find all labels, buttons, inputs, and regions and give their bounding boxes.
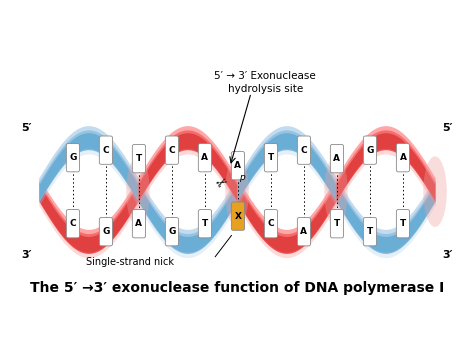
FancyBboxPatch shape [198, 143, 211, 172]
FancyBboxPatch shape [330, 209, 344, 238]
Ellipse shape [324, 156, 348, 227]
Text: hydrolysis site: hydrolysis site [228, 84, 303, 94]
FancyBboxPatch shape [165, 218, 179, 246]
Text: A: A [201, 153, 209, 162]
Text: T: T [367, 227, 373, 236]
Text: A: A [235, 161, 241, 170]
Text: A: A [333, 154, 340, 163]
FancyBboxPatch shape [100, 218, 112, 246]
FancyBboxPatch shape [330, 144, 344, 173]
Ellipse shape [225, 156, 249, 227]
FancyBboxPatch shape [66, 143, 80, 172]
Text: A: A [136, 219, 142, 228]
FancyBboxPatch shape [297, 136, 310, 164]
Ellipse shape [423, 156, 447, 227]
Text: 3′: 3′ [442, 250, 453, 260]
Text: G: G [69, 153, 77, 162]
FancyBboxPatch shape [396, 209, 410, 238]
FancyBboxPatch shape [364, 218, 376, 246]
FancyBboxPatch shape [297, 218, 310, 246]
FancyBboxPatch shape [264, 209, 278, 238]
Text: G: G [168, 227, 176, 236]
FancyBboxPatch shape [100, 136, 112, 164]
Text: G: G [366, 146, 374, 155]
Text: T: T [400, 219, 406, 228]
Text: G: G [102, 227, 109, 236]
Text: T: T [334, 219, 340, 228]
FancyBboxPatch shape [198, 209, 211, 238]
Text: C: C [70, 219, 76, 228]
Text: 3′: 3′ [21, 250, 32, 260]
Text: T: T [202, 219, 208, 228]
FancyBboxPatch shape [231, 202, 245, 230]
Text: p: p [239, 173, 245, 182]
FancyBboxPatch shape [165, 136, 179, 164]
FancyBboxPatch shape [364, 136, 376, 164]
Text: X: X [235, 212, 241, 221]
Text: ✂: ✂ [214, 174, 231, 192]
FancyBboxPatch shape [132, 144, 146, 173]
Text: 5′: 5′ [442, 123, 453, 133]
FancyBboxPatch shape [66, 209, 80, 238]
Text: T: T [268, 153, 274, 162]
FancyBboxPatch shape [264, 143, 278, 172]
Text: Single-strand nick: Single-strand nick [86, 257, 174, 267]
Text: T: T [136, 154, 142, 163]
Text: C: C [102, 146, 109, 155]
FancyBboxPatch shape [396, 143, 410, 172]
Ellipse shape [126, 156, 150, 227]
FancyBboxPatch shape [231, 152, 245, 180]
FancyBboxPatch shape [132, 209, 146, 238]
Text: A: A [400, 153, 407, 162]
Text: C: C [268, 219, 274, 228]
Text: A: A [301, 227, 308, 236]
Text: 5′ → 3′ Exonuclease: 5′ → 3′ Exonuclease [214, 71, 316, 81]
Text: 5′: 5′ [21, 123, 32, 133]
Text: C: C [301, 146, 307, 155]
Text: C: C [169, 146, 175, 155]
Text: The 5′ →3′ exonuclease function of DNA polymerase I: The 5′ →3′ exonuclease function of DNA p… [30, 281, 444, 295]
